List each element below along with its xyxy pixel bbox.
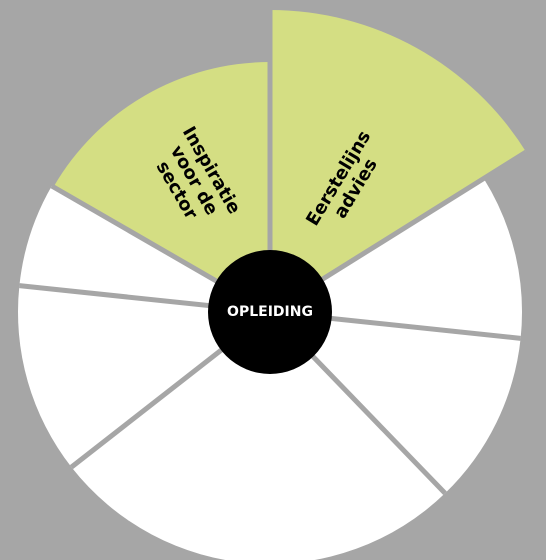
- segment-right-lower[interactable]: [270, 312, 521, 494]
- segment-left-upper[interactable]: [19, 186, 271, 312]
- segment-bottom[interactable]: [71, 312, 446, 560]
- segment-inspiratie-voor-de-sector[interactable]: [53, 62, 270, 312]
- center-label: OPLEIDING: [227, 304, 313, 320]
- segment-left-lower[interactable]: [17, 285, 270, 468]
- center-hub[interactable]: [208, 250, 332, 374]
- segment-right-upper[interactable]: [270, 178, 523, 339]
- segment-eerstelijns-advies[interactable]: [270, 10, 527, 312]
